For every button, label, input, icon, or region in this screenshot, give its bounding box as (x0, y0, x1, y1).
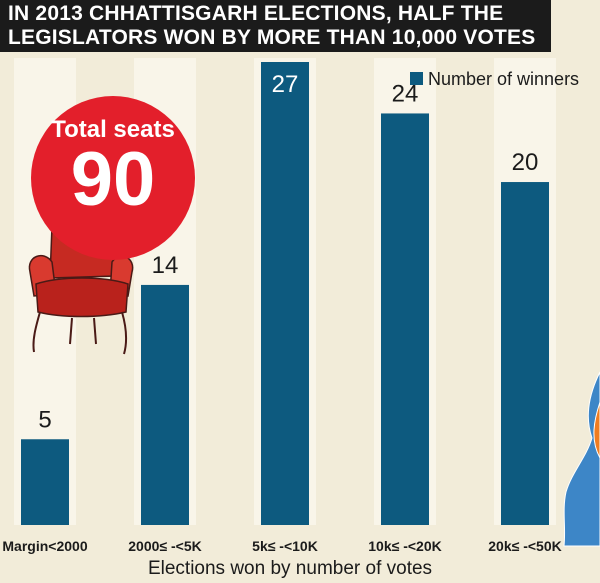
bar-value-label: 5 (38, 406, 51, 433)
badge-value: 90 (70, 137, 156, 222)
x-tick-label: 2000≤ -<5K (128, 538, 201, 554)
bar (21, 439, 69, 525)
x-tick-label: 10k≤ -<20K (368, 538, 441, 554)
map-blue-region (563, 371, 600, 547)
x-axis-title-group: Elections won by number of votes (148, 558, 432, 579)
bar (141, 284, 189, 525)
bar-value-label: 20 (512, 149, 539, 176)
chair-seat (35, 277, 129, 318)
x-axis-title: Elections won by number of votes (148, 558, 432, 579)
bar-value-label: 14 (152, 252, 179, 279)
x-tick-label: 5k≤ -<10K (252, 538, 318, 554)
legend-label: Number of winners (428, 69, 579, 89)
x-tick-label: 20k≤ -<50K (488, 538, 561, 554)
bar (261, 62, 309, 525)
bar (501, 182, 549, 525)
title-line-2: LEGISLATORS WON BY MORE THAN 10,000 VOTE… (8, 26, 536, 49)
legend: Number of winners (410, 69, 579, 89)
chair-legs (32, 311, 128, 355)
total-seats-badge: Total seats 90 (31, 96, 195, 260)
title-line-1: IN 2013 CHHATTISGARH ELECTIONS, HALF THE (8, 2, 504, 25)
map-fragment (563, 371, 600, 547)
x-tick-label: Margin<2000 (2, 538, 87, 554)
legend-swatch (410, 72, 423, 85)
bar-value-label: 27 (272, 71, 299, 98)
chart-title: IN 2013 CHHATTISGARH ELECTIONS, HALF THE… (0, 0, 552, 52)
badge-label: Total seats (51, 116, 175, 143)
bar (381, 113, 429, 525)
